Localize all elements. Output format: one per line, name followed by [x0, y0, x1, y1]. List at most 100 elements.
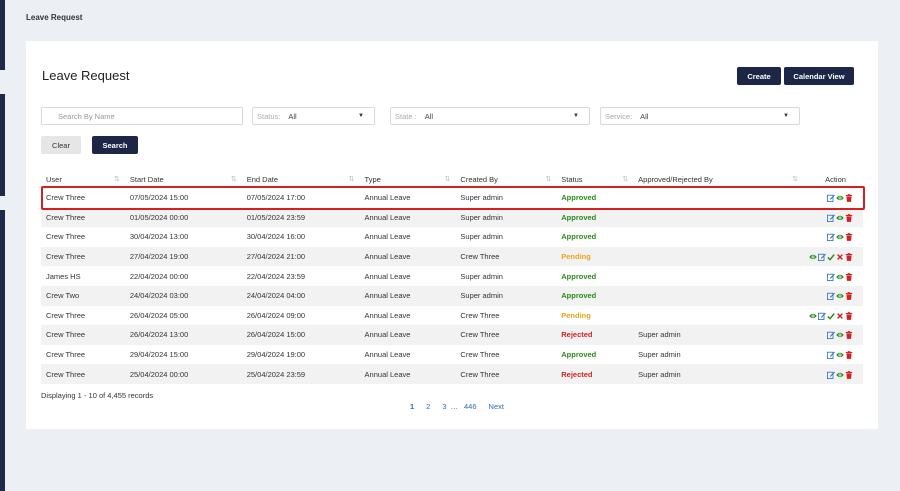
approved-by-cell: [633, 306, 803, 326]
status-cell: Approved: [561, 271, 597, 281]
eye-icon[interactable]: [836, 273, 844, 281]
eye-icon[interactable]: [809, 253, 817, 261]
created-by-cell: Super admin: [455, 207, 557, 228]
search-input[interactable]: Search By Name: [41, 107, 243, 125]
state-select-label: State :: [395, 111, 417, 121]
header-user[interactable]: User ⇅: [46, 175, 120, 184]
page-1-link[interactable]: 1: [410, 402, 415, 411]
trash-icon[interactable]: [845, 272, 853, 281]
sort-icon: ⇅: [114, 176, 120, 183]
approved-by-cell: [633, 266, 803, 286]
eye-icon[interactable]: [836, 331, 844, 339]
caret-down-icon: ▼: [573, 113, 579, 119]
service-select-value: All: [640, 111, 649, 121]
end-date-cell: 01/05/2024 23:59: [241, 207, 360, 228]
edit-icon[interactable]: [818, 312, 826, 320]
start-date-cell: 29/04/2024 15:00: [129, 350, 189, 360]
header-action: Action: [825, 175, 846, 184]
edit-icon[interactable]: [827, 194, 835, 203]
header-approved-by[interactable]: Approved/Rejected By ⇅: [638, 175, 798, 184]
trash-icon[interactable]: [845, 253, 853, 261]
approved-by-cell: Super admin: [633, 325, 803, 345]
table-row: Crew Three 01/05/2024 00:00 01/05/2024 23:…: [41, 207, 863, 228]
trash-icon[interactable]: [845, 370, 853, 379]
eye-icon[interactable]: [809, 312, 817, 320]
close-icon[interactable]: [836, 312, 844, 320]
start-date-cell: 25/04/2024 00:00: [124, 364, 242, 384]
start-date-cell: 26/04/2024 13:00: [124, 325, 242, 345]
page-3-link[interactable]: 3: [442, 402, 447, 411]
edit-icon[interactable]: [827, 233, 835, 242]
approved-by-cell: [633, 285, 803, 306]
close-icon[interactable]: [836, 253, 844, 261]
type-cell: Annual Leave: [359, 246, 456, 267]
table-row: Crew Three 25/04/2024 00:00 25/04/2024 23:…: [41, 364, 863, 384]
approved-by-cell: Super admin: [638, 350, 681, 360]
action-cell: [803, 364, 863, 384]
user-cell: Crew Three: [41, 325, 125, 345]
user-cell: Crew Three: [46, 193, 86, 203]
service-select-label: Service:: [605, 111, 633, 121]
header-status[interactable]: Status ⇅: [561, 175, 629, 184]
created-by-cell: Crew Three: [455, 364, 557, 384]
created-by-cell: Super admin: [460, 271, 503, 281]
trash-icon[interactable]: [845, 312, 853, 320]
next-page-link[interactable]: Next: [488, 402, 504, 411]
header-type[interactable]: Type ⇅: [364, 175, 451, 184]
end-date-cell: 22/04/2024 23:59: [246, 271, 306, 281]
search-button[interactable]: Search: [92, 136, 138, 154]
approved-by-cell: [633, 188, 803, 208]
state-select[interactable]: State : All ▼: [390, 107, 590, 125]
status-cell: Approved: [561, 350, 597, 360]
table-row: Crew Three 26/04/2024 13:00 26/04/2024 15:…: [41, 325, 863, 345]
create-button[interactable]: Create: [737, 67, 781, 85]
pagination-ellipsis: …: [450, 402, 459, 411]
trash-icon[interactable]: [845, 292, 853, 301]
trash-icon[interactable]: [845, 233, 853, 242]
header-created-by[interactable]: Created By ⇅: [460, 175, 552, 184]
sort-icon: ⇅: [444, 176, 451, 183]
created-by-cell: Crew Three: [455, 246, 557, 267]
edit-icon[interactable]: [827, 371, 835, 379]
header-end-date[interactable]: End Date ⇅: [246, 175, 355, 184]
eye-icon[interactable]: [836, 194, 844, 202]
clear-button[interactable]: Clear: [41, 136, 81, 154]
trash-icon[interactable]: [845, 214, 853, 222]
end-date-cell: 29/04/2024 19:00: [246, 350, 306, 360]
approved-by-cell: [633, 246, 803, 267]
table-row: Crew Three 29/04/2024 15:00 29/04/2024 19:…: [41, 345, 863, 365]
end-date-cell: 07/05/2024 17:00: [246, 193, 306, 203]
trash-icon[interactable]: [845, 351, 853, 359]
edit-icon[interactable]: [827, 214, 835, 222]
approved-by-cell: Super admin: [633, 364, 803, 384]
edit-icon[interactable]: [818, 253, 826, 262]
approved-by-cell: [633, 207, 803, 228]
edit-icon[interactable]: [827, 292, 835, 301]
page-2-link[interactable]: 2: [426, 402, 431, 411]
calendar-view-button[interactable]: Calendar View: [784, 67, 854, 85]
check-icon[interactable]: [827, 253, 835, 261]
eye-icon[interactable]: [836, 371, 844, 379]
trash-icon[interactable]: [845, 331, 853, 340]
eye-icon[interactable]: [836, 214, 844, 222]
sort-icon: ⇅: [348, 176, 355, 183]
trash-icon[interactable]: [845, 194, 853, 203]
status-cell: Pending: [561, 310, 591, 320]
user-cell: Crew Two: [41, 285, 125, 306]
start-date-cell: 24/04/2024 03:00: [124, 285, 242, 306]
type-cell: Annual Leave: [359, 325, 456, 345]
status-cell: Approved: [561, 193, 597, 203]
action-cell: [803, 285, 863, 306]
eye-icon[interactable]: [836, 351, 844, 359]
status-select[interactable]: Status: All ▼: [252, 107, 375, 125]
check-icon[interactable]: [827, 312, 835, 320]
edit-icon[interactable]: [827, 331, 835, 340]
service-select[interactable]: Service: All ▼: [600, 107, 800, 125]
edit-icon[interactable]: [827, 351, 835, 360]
edit-icon[interactable]: [827, 273, 835, 281]
page-last-link[interactable]: 446: [464, 402, 477, 411]
type-cell: Annual Leave: [359, 207, 456, 228]
header-start-date[interactable]: Start Date ⇅: [129, 175, 237, 184]
eye-icon[interactable]: [836, 233, 844, 241]
eye-icon[interactable]: [836, 292, 844, 300]
